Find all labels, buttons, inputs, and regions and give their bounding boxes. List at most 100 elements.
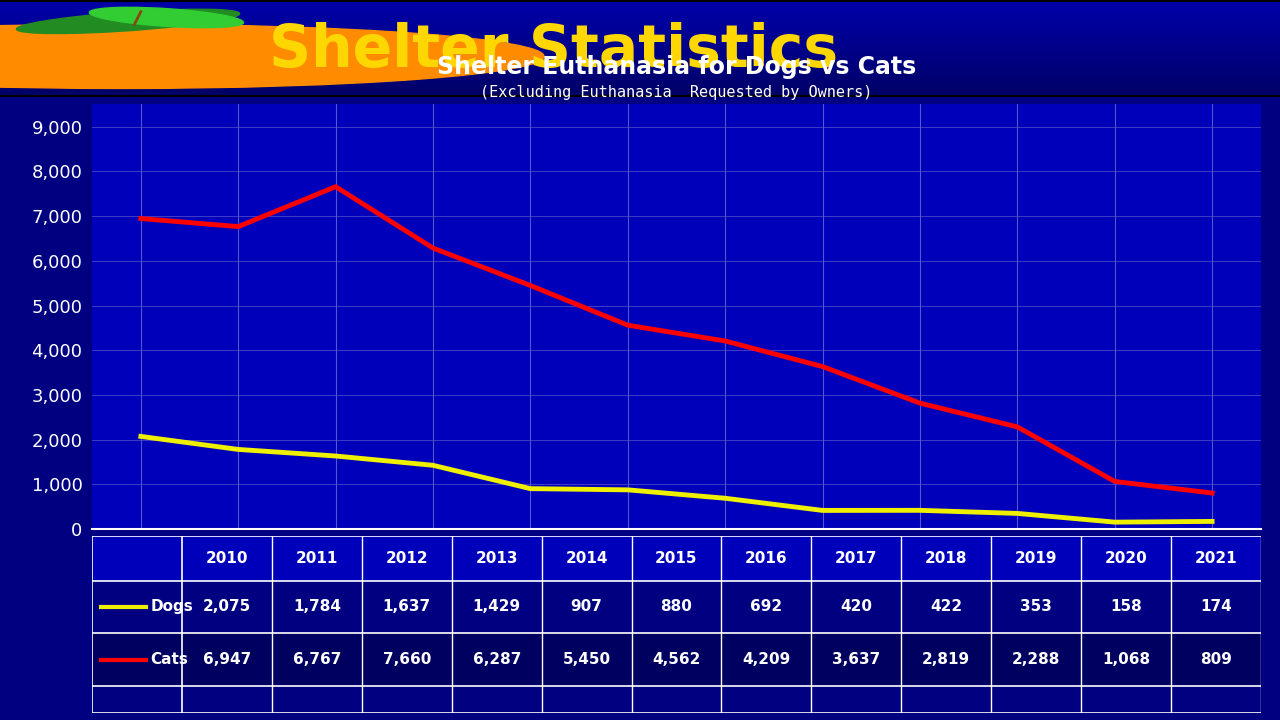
Bar [0,53,1280,55]
Text: 3,637: 3,637 [832,652,881,667]
Bar [0,40,1280,41]
Bar [0,77,1280,78]
Bar [0,25,1280,26]
Text: 2015: 2015 [655,551,698,566]
Bar [0,22,1280,23]
Bar [0,63,1280,64]
Bar [0,78,1280,80]
Text: 4,562: 4,562 [653,652,700,667]
Bar [0,39,1280,40]
Bar [0,67,1280,68]
Bar [0,6,1280,8]
Bar [0,61,1280,62]
Bar [0,48,1280,49]
Bar [0,5,1280,6]
Text: 6,947: 6,947 [202,652,251,667]
Text: 7,660: 7,660 [383,652,431,667]
Bar [0,1,1280,2]
Bar [0,44,1280,45]
Text: 2,819: 2,819 [922,652,970,667]
Bar [0,91,1280,92]
Bar [0,92,1280,94]
Text: Shelter Euthanasia for Dogs vs Cats: Shelter Euthanasia for Dogs vs Cats [436,55,916,79]
Bar [0,32,1280,33]
Text: 2011: 2011 [296,551,338,566]
Text: 2013: 2013 [475,551,518,566]
Text: 2,075: 2,075 [202,600,251,614]
Bar [0,11,1280,12]
Bar [0,47,1280,48]
Text: 6,287: 6,287 [472,652,521,667]
Text: 420: 420 [840,600,872,614]
Bar [0,4,1280,5]
Bar [0,56,1280,58]
Bar [0,84,1280,86]
Text: 809: 809 [1199,652,1231,667]
Bar [0,27,1280,28]
Ellipse shape [90,7,243,27]
Bar [0,96,1280,97]
Text: 2021: 2021 [1194,551,1238,566]
Bar [0,38,1280,39]
Bar [0,86,1280,87]
Bar [0,62,1280,63]
Bar [0,45,1280,47]
Bar [0,2,1280,3]
Bar [0,14,1280,16]
Bar [0,36,1280,37]
Text: 353: 353 [1020,600,1052,614]
Bar [0,83,1280,84]
Text: Shelter Statistics: Shelter Statistics [269,22,838,79]
Bar [0,9,1280,11]
Bar [0,58,1280,59]
Bar [0,75,1280,76]
Bar [0,23,1280,24]
Bar [0,0,1280,1]
Bar [0,74,1280,75]
Text: 158: 158 [1110,600,1142,614]
Bar [0,3,1280,4]
Text: 907: 907 [571,600,603,614]
Text: 174: 174 [1199,600,1231,614]
Text: Cats: Cats [151,652,188,667]
Ellipse shape [17,9,239,34]
Bar [0,37,1280,38]
Text: 2016: 2016 [745,551,787,566]
Bar [0,28,1280,30]
Text: 1,784: 1,784 [293,600,340,614]
Text: 2020: 2020 [1105,551,1147,566]
Bar [0,55,1280,56]
Bar [0,49,1280,50]
Text: 2012: 2012 [385,551,428,566]
Text: 2014: 2014 [566,551,608,566]
Bar [0,87,1280,89]
Bar [0,59,1280,60]
Bar [0,81,1280,83]
Bar [0,16,1280,17]
Bar [0,19,1280,20]
Bar [92,580,1261,634]
Bar [0,24,1280,25]
Text: 2017: 2017 [835,551,878,566]
Bar [0,33,1280,34]
Bar [0,41,1280,42]
Bar [0,71,1280,72]
Text: 2018: 2018 [925,551,968,566]
Bar [0,76,1280,77]
Bar [0,70,1280,71]
Bar [0,52,1280,53]
Bar [0,8,1280,9]
Bar [0,13,1280,14]
Bar [0,72,1280,73]
Text: 4,209: 4,209 [742,652,791,667]
Bar [0,31,1280,32]
Text: 1,068: 1,068 [1102,652,1149,667]
Bar [0,34,1280,35]
Bar [92,536,1261,580]
Text: (Excluding Euthanasia  Requested by Owners): (Excluding Euthanasia Requested by Owner… [480,85,873,100]
Bar [0,42,1280,44]
Bar [0,30,1280,31]
Bar [0,66,1280,67]
Text: 2010: 2010 [206,551,248,566]
Bar [0,64,1280,65]
